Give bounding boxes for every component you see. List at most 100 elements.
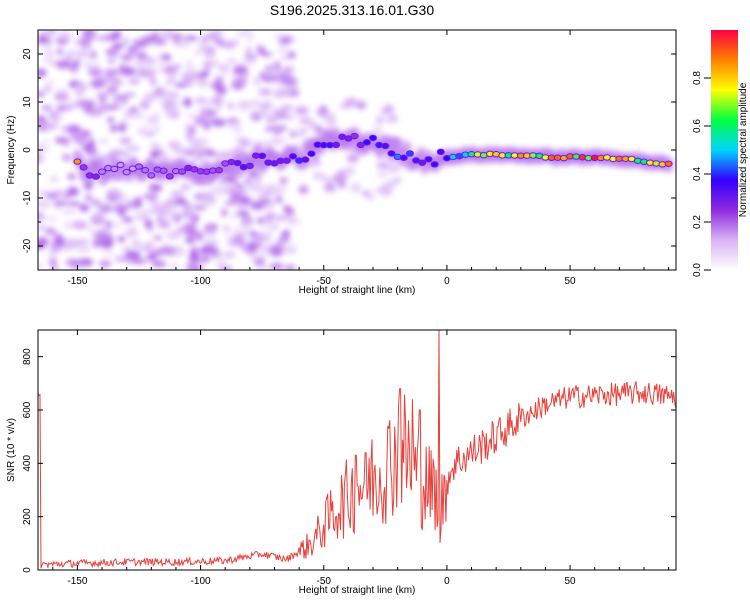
noise-blob <box>189 266 198 270</box>
noise-blob <box>95 35 112 41</box>
noise-blob <box>146 42 160 47</box>
noise-blob <box>167 140 176 147</box>
x-tick-label: -150 <box>67 276 87 287</box>
noise-blob <box>149 78 157 86</box>
trace-blob-inner <box>511 153 518 158</box>
noise-blob <box>169 262 179 270</box>
noise-blob <box>38 36 47 45</box>
noise-blob <box>309 123 318 129</box>
trace-blob-inner <box>640 159 647 164</box>
y-tick-label: 0 <box>22 147 33 153</box>
trace-blob-inner <box>203 169 210 174</box>
noise-blob <box>269 63 277 74</box>
y-tick-label: -20 <box>22 238 33 253</box>
noise-blob <box>38 154 45 164</box>
noise-blob <box>126 250 141 258</box>
noise-blob <box>238 141 252 148</box>
noise-blob <box>273 127 281 136</box>
noise-blob <box>132 114 146 120</box>
noise-blob <box>134 212 150 222</box>
trace-blob-inner <box>468 152 475 157</box>
trace-blob-inner <box>406 151 413 156</box>
noise-blob <box>59 31 72 42</box>
trace-blob-inner <box>653 161 660 166</box>
noise-blob <box>203 34 217 40</box>
trace-blob-inner <box>283 158 290 163</box>
noise-blob <box>74 90 84 97</box>
noise-blob <box>278 88 295 95</box>
noise-blob <box>254 232 262 240</box>
trace-blob-inner <box>370 135 377 141</box>
trace-blob-inner <box>117 162 124 168</box>
trace-blob-inner <box>560 155 567 161</box>
trace-blob-inner <box>99 169 106 174</box>
noise-blob <box>188 125 197 136</box>
trace-blob-inner <box>394 154 401 160</box>
noise-blob <box>38 200 52 208</box>
noise-blob <box>143 209 154 215</box>
x-tick-label: 0 <box>444 576 450 587</box>
trace-blob-inner <box>320 142 327 148</box>
noise-blob <box>105 221 113 228</box>
trace-blob-inner <box>443 155 450 161</box>
noise-blob <box>196 77 209 88</box>
trace-blob-inner <box>86 173 93 178</box>
noise-blob <box>253 173 262 184</box>
trace-blob-inner <box>647 160 654 165</box>
noise-blob <box>340 168 347 176</box>
noise-blob <box>98 93 107 103</box>
noise-blob <box>227 239 240 247</box>
noise-blob <box>106 117 115 123</box>
trace-blob-inner <box>234 160 241 166</box>
noise-blob <box>117 123 127 133</box>
noise-blob <box>75 39 83 45</box>
noise-blob <box>278 185 286 194</box>
noise-blob <box>81 35 94 42</box>
noise-blob <box>249 243 256 253</box>
trace-blob-inner <box>271 161 278 166</box>
noise-blob <box>134 72 142 81</box>
noise-blob <box>63 154 70 162</box>
trace-blob-inner <box>413 158 420 163</box>
trace-blob-inner <box>185 165 192 171</box>
noise-blob <box>49 176 59 182</box>
trace-blob-inner <box>382 143 389 149</box>
noise-blob <box>158 97 166 107</box>
noise-blob <box>214 76 224 84</box>
noise-blob <box>165 200 176 205</box>
noise-blob <box>84 225 96 232</box>
noise-blob <box>186 60 193 67</box>
noise-blob <box>123 152 130 159</box>
noise-blob <box>61 209 77 214</box>
colorbar-label: Normalized spectral amplitude <box>738 82 749 217</box>
noise-blob <box>301 128 309 133</box>
noise-blob <box>269 246 284 257</box>
noise-blob <box>222 67 230 77</box>
noise-blob <box>387 163 401 174</box>
x-tick-label: -50 <box>317 276 332 287</box>
spectrogram-x-ticks: -150 -100 -50 0 50 <box>52 30 670 287</box>
noise-blob <box>188 255 201 263</box>
noise-blob <box>67 125 81 131</box>
noise-blob <box>248 101 262 108</box>
noise-blob <box>117 197 126 203</box>
noise-blob <box>77 247 91 252</box>
trace-blob-inner <box>105 165 112 171</box>
trace-blob-inner <box>616 156 623 161</box>
noise-blob <box>284 65 295 74</box>
noise-blob <box>151 202 165 213</box>
noise-blob <box>153 235 163 241</box>
noise-blob <box>153 112 160 122</box>
trace-blob-inner <box>172 168 179 174</box>
noise-blob <box>194 115 207 126</box>
trace-blob-inner <box>289 154 296 159</box>
trace-blob-inner <box>74 159 81 164</box>
noise-blob <box>323 184 336 190</box>
snr-x-label: Height of straight line (km) <box>299 585 416 596</box>
noise-blob <box>144 131 155 137</box>
spectrogram-y-label: Frequency (Hz) <box>6 116 17 185</box>
noise-blob <box>109 124 118 133</box>
noise-blob <box>251 110 260 119</box>
noise-blob <box>183 149 197 157</box>
